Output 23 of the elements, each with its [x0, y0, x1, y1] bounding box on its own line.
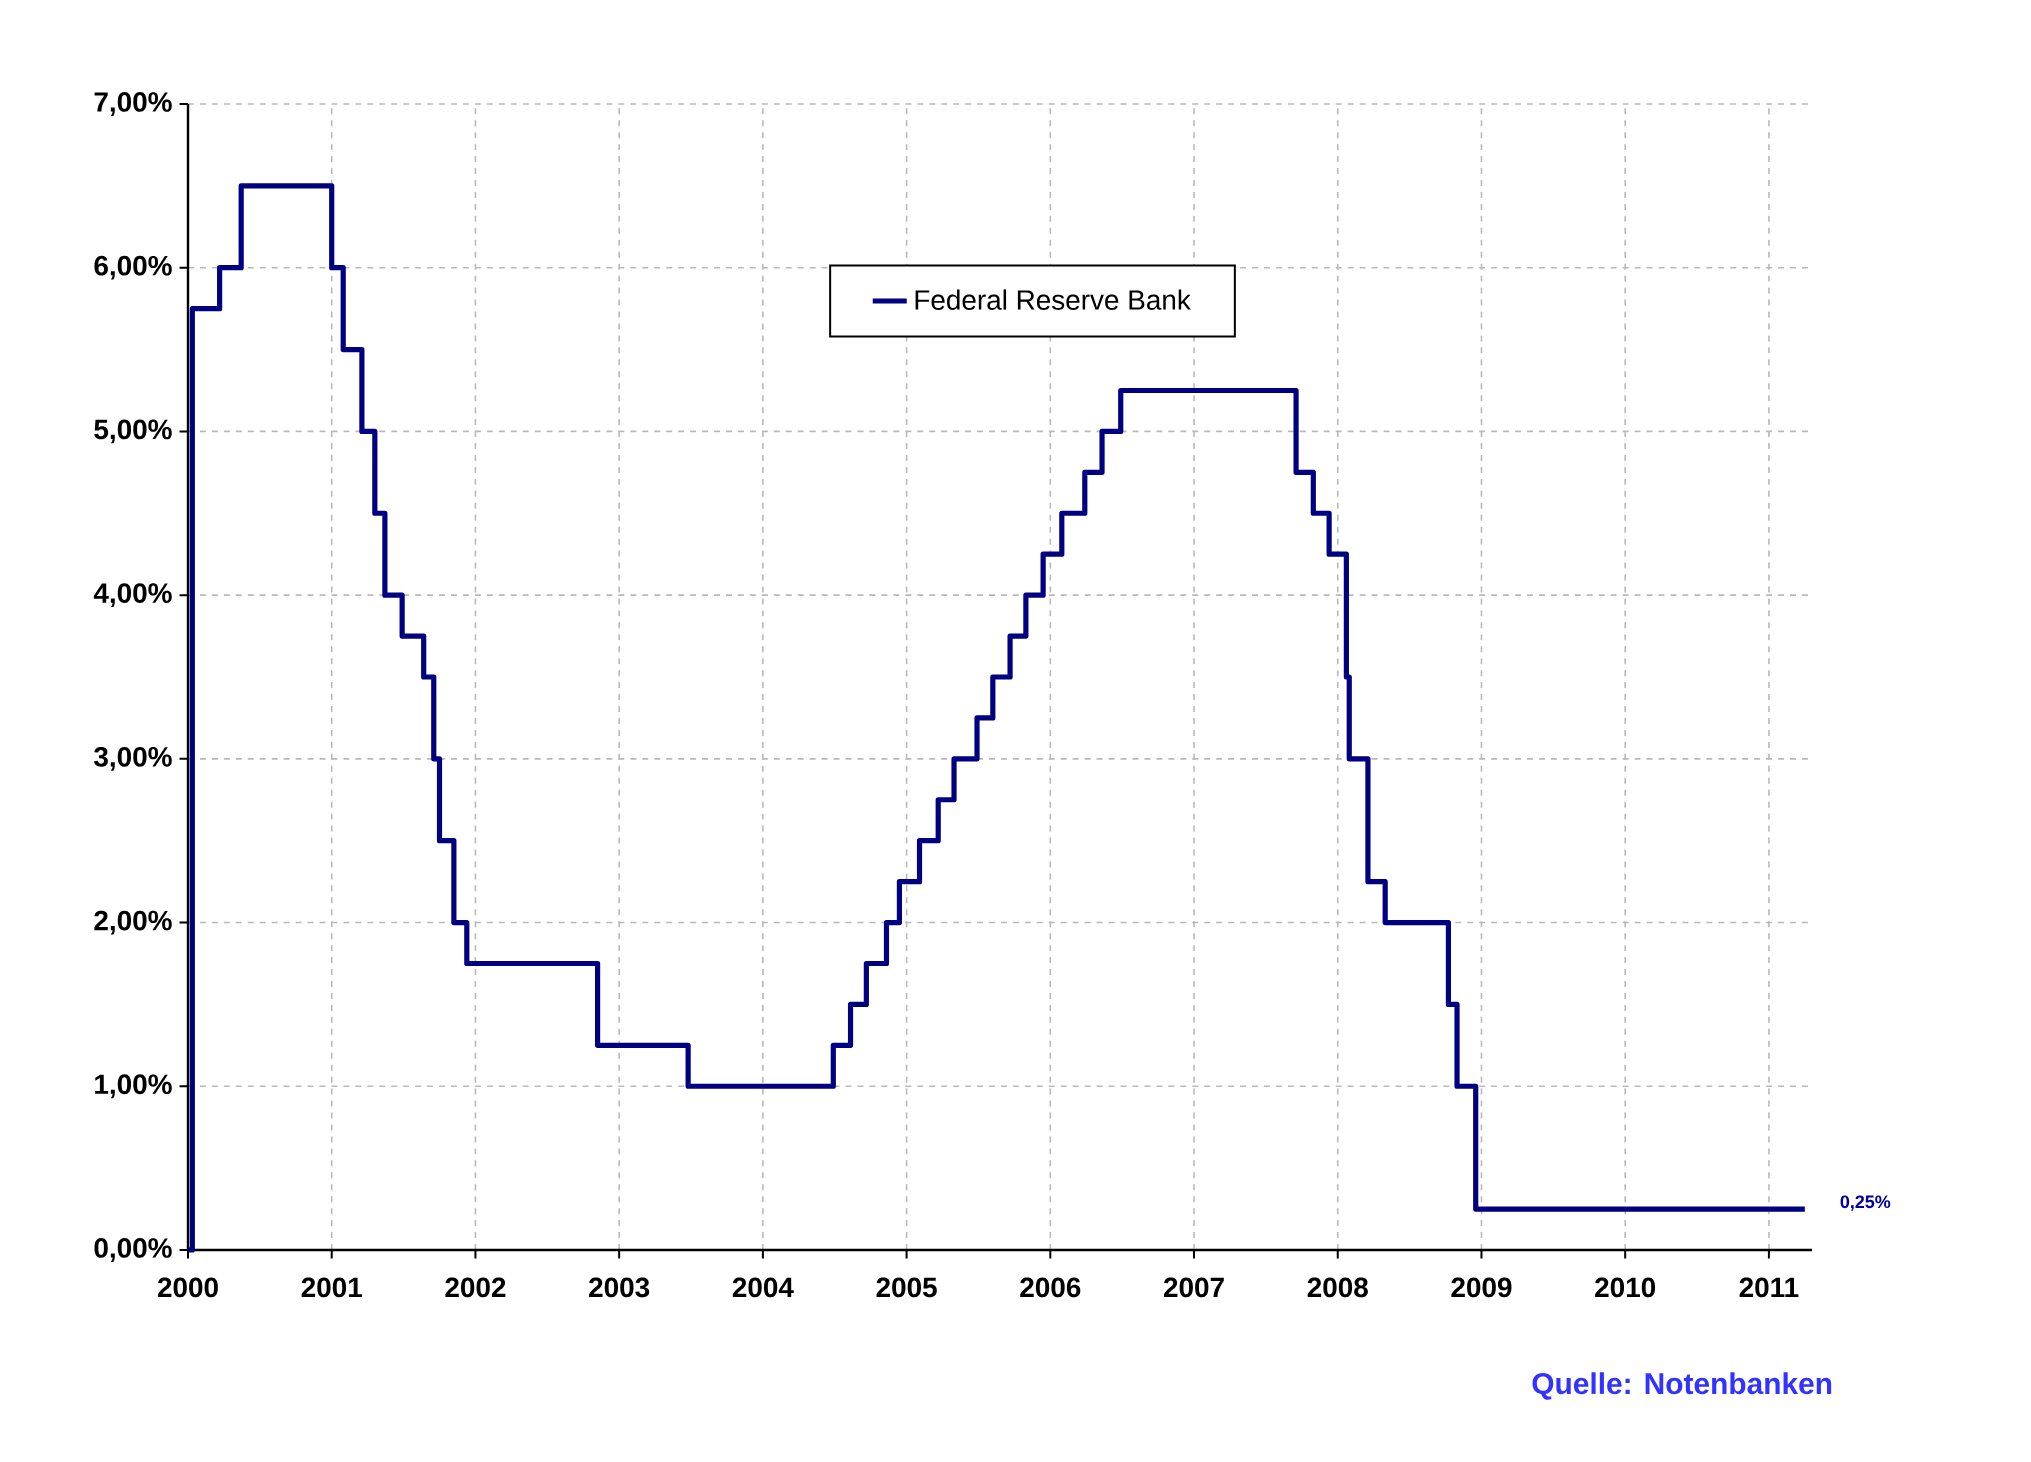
x-tick-label: 2010 — [1595, 1277, 1656, 1298]
y-tick-label: 0,00% — [94, 1238, 172, 1262]
x-tick-label: 2005 — [876, 1277, 937, 1298]
legend-label: Federal Reserve Bank — [915, 289, 1191, 310]
y-tick-label: 6,00% — [94, 255, 172, 280]
x-tick-label: 2000 — [157, 1277, 218, 1298]
x-tick-label: 2011 — [1739, 1277, 1799, 1298]
x-tick-label: 2002 — [445, 1277, 506, 1298]
x-tick-label: 2009 — [1451, 1277, 1512, 1298]
y-tick-label: 7,00% — [94, 92, 172, 116]
annotation: 0,25% — [1840, 1195, 1891, 1211]
x-tick-label: 2008 — [1307, 1277, 1368, 1298]
x-tick-label: 2003 — [589, 1277, 650, 1298]
y-tick-label: 5,00% — [94, 419, 172, 444]
y-tick-label: 1,00% — [95, 1074, 172, 1099]
x-tick-label: 2001 — [301, 1277, 362, 1298]
y-tick-label: 4,00% — [93, 583, 172, 608]
x-tick-label: 2006 — [1020, 1277, 1081, 1298]
source-note: Quelle: Notenbanken — [1532, 1372, 1832, 1400]
x-tick-label: 2004 — [732, 1277, 794, 1298]
y-tick-label: 2,00% — [94, 910, 172, 935]
x-tick-label: 2007 — [1163, 1277, 1224, 1298]
y-tick-label: 3,00% — [94, 746, 172, 771]
